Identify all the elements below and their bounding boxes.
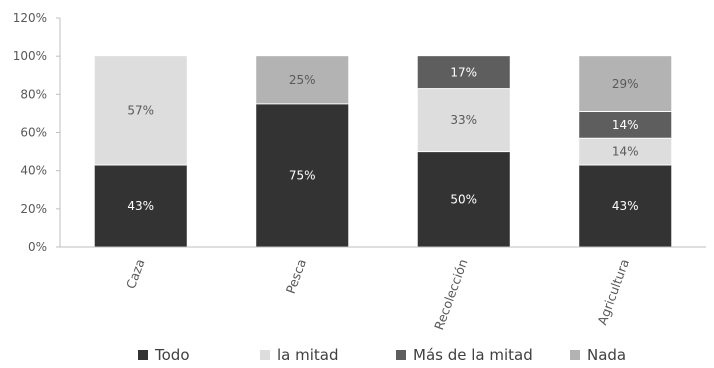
x-tick-label: Pesca	[283, 257, 309, 296]
bar-segment-todo	[417, 151, 510, 247]
data-label: 43%	[127, 199, 154, 213]
data-label: 14%	[612, 145, 639, 159]
x-tick-label: Agricultura	[594, 257, 632, 327]
y-tick-label: 40%	[20, 164, 47, 178]
legend-label: la mitad	[277, 346, 339, 364]
y-tick-label: 80%	[20, 87, 47, 101]
legend-label: Más de la mitad	[413, 346, 533, 364]
legend-item: la mitad	[260, 346, 339, 364]
data-label: 50%	[450, 192, 477, 206]
bar-segment-la-mitad	[579, 138, 672, 165]
y-tick-label: 20%	[20, 202, 47, 216]
data-label: 25%	[289, 73, 316, 87]
bar-segment-nada	[579, 56, 672, 112]
y-tick-label: 60%	[20, 126, 47, 140]
bar-segment-la-mitad	[94, 56, 187, 165]
legend-swatch	[260, 350, 270, 360]
bar-segment-más-de-la-mitad	[417, 56, 510, 89]
bar-segment-más-de-la-mitad	[579, 111, 672, 139]
bar-segment-todo	[256, 103, 349, 247]
legend-label: Nada	[587, 346, 627, 364]
legend-swatch	[570, 350, 580, 360]
y-tick-label: 100%	[13, 49, 47, 63]
stacked-bar-chart: 0% 20% 40% 60% 80% 100% 120% 43% 57% 75% 25% 50% 33…	[13, 11, 706, 332]
bar-segment-nada	[256, 56, 349, 104]
x-tick-label: Caza	[123, 257, 148, 291]
data-label: 75%	[289, 168, 316, 182]
x-axis: Caza Pesca Recolección Agricultura	[60, 246, 706, 332]
data-label: 17%	[450, 65, 477, 79]
data-label: 57%	[127, 104, 154, 118]
x-tick-label: Recolección	[431, 257, 471, 332]
legend-swatch	[396, 350, 406, 360]
bars: 43% 57% 75% 25% 50% 33% 17% 43% 14% 14% 29%	[94, 56, 672, 247]
legend: Todo la mitad Más de la mitad Nada	[0, 346, 714, 368]
bar-segment-la-mitad	[417, 88, 510, 152]
y-tick-label: 0%	[28, 240, 47, 254]
y-axis: 0% 20% 40% 60% 80% 100% 120%	[13, 11, 61, 254]
legend-swatch	[138, 350, 148, 360]
data-label: 29%	[612, 77, 639, 91]
data-label: 14%	[612, 118, 639, 132]
legend-item: Todo	[138, 346, 190, 364]
y-tick-label: 120%	[13, 11, 47, 25]
legend-label: Todo	[155, 346, 190, 364]
bar-segment-todo	[94, 164, 187, 247]
bar-segment-todo	[579, 164, 672, 247]
data-label: 43%	[612, 199, 639, 213]
legend-item: Más de la mitad	[396, 346, 533, 364]
data-label: 33%	[450, 113, 477, 127]
legend-item: Nada	[570, 346, 626, 364]
